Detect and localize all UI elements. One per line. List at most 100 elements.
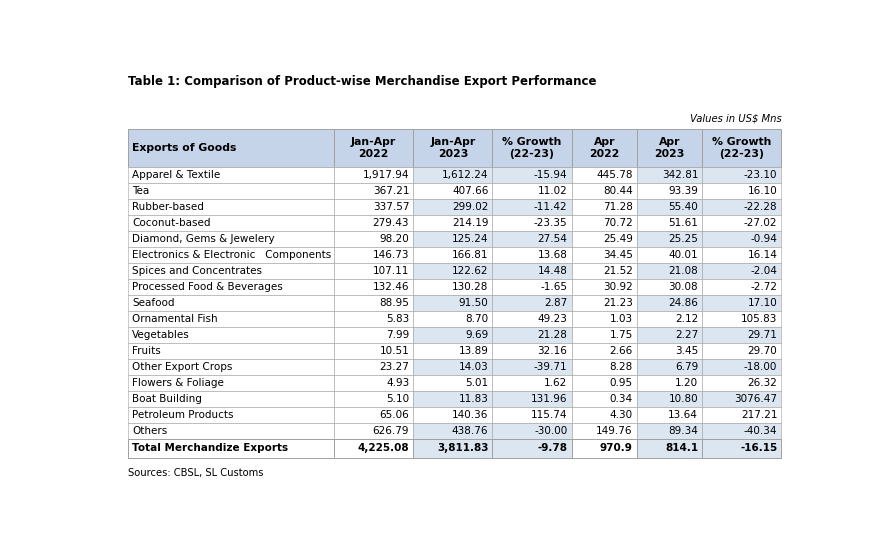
Text: 4.30: 4.30 — [610, 410, 633, 420]
Text: 4.93: 4.93 — [386, 377, 409, 388]
FancyBboxPatch shape — [127, 167, 335, 183]
FancyBboxPatch shape — [637, 279, 703, 295]
Text: 10.51: 10.51 — [380, 346, 409, 356]
FancyBboxPatch shape — [572, 438, 637, 458]
FancyBboxPatch shape — [703, 359, 781, 375]
FancyBboxPatch shape — [127, 359, 335, 375]
Text: 407.66: 407.66 — [452, 186, 489, 195]
Text: Boat Building: Boat Building — [132, 394, 202, 403]
FancyBboxPatch shape — [413, 295, 492, 310]
Text: Apparel & Textile: Apparel & Textile — [132, 170, 220, 180]
FancyBboxPatch shape — [637, 215, 703, 231]
Text: 130.28: 130.28 — [452, 282, 489, 292]
Text: 299.02: 299.02 — [452, 201, 489, 212]
Text: Jan-Apr
2023: Jan-Apr 2023 — [430, 137, 475, 159]
FancyBboxPatch shape — [637, 438, 703, 458]
FancyBboxPatch shape — [127, 262, 335, 279]
FancyBboxPatch shape — [335, 129, 413, 167]
Text: Jan-Apr
2022: Jan-Apr 2022 — [351, 137, 396, 159]
Text: Table 1: Comparison of Product-wise Merchandise Export Performance: Table 1: Comparison of Product-wise Merc… — [127, 75, 596, 88]
Text: 3076.47: 3076.47 — [735, 394, 777, 403]
FancyBboxPatch shape — [572, 247, 637, 262]
FancyBboxPatch shape — [413, 167, 492, 183]
FancyBboxPatch shape — [413, 342, 492, 359]
FancyBboxPatch shape — [335, 167, 413, 183]
Text: 342.81: 342.81 — [662, 170, 698, 180]
FancyBboxPatch shape — [413, 407, 492, 423]
FancyBboxPatch shape — [492, 199, 572, 215]
Text: 5.10: 5.10 — [386, 394, 409, 403]
FancyBboxPatch shape — [492, 295, 572, 310]
FancyBboxPatch shape — [703, 183, 781, 199]
Text: 11.83: 11.83 — [458, 394, 489, 403]
Text: 24.86: 24.86 — [668, 298, 698, 308]
Text: 21.28: 21.28 — [537, 329, 567, 340]
Text: 146.73: 146.73 — [373, 249, 409, 260]
FancyBboxPatch shape — [572, 262, 637, 279]
Text: 30.92: 30.92 — [603, 282, 633, 292]
Text: -16.15: -16.15 — [740, 443, 777, 453]
Text: 14.48: 14.48 — [537, 266, 567, 275]
FancyBboxPatch shape — [572, 279, 637, 295]
FancyBboxPatch shape — [703, 295, 781, 310]
FancyBboxPatch shape — [637, 375, 703, 390]
FancyBboxPatch shape — [572, 375, 637, 390]
FancyBboxPatch shape — [572, 359, 637, 375]
Text: 115.74: 115.74 — [531, 410, 567, 420]
Text: Seafood: Seafood — [132, 298, 174, 308]
FancyBboxPatch shape — [572, 183, 637, 199]
Text: 70.72: 70.72 — [603, 218, 633, 228]
FancyBboxPatch shape — [335, 183, 413, 199]
FancyBboxPatch shape — [572, 167, 637, 183]
FancyBboxPatch shape — [335, 423, 413, 438]
Text: 34.45: 34.45 — [603, 249, 633, 260]
FancyBboxPatch shape — [637, 183, 703, 199]
Text: 9.69: 9.69 — [466, 329, 489, 340]
FancyBboxPatch shape — [335, 310, 413, 327]
Text: 40.01: 40.01 — [668, 249, 698, 260]
FancyBboxPatch shape — [703, 231, 781, 247]
Text: Other Export Crops: Other Export Crops — [132, 362, 232, 372]
Text: 21.08: 21.08 — [668, 266, 698, 275]
Text: Coconut-based: Coconut-based — [132, 218, 211, 228]
Text: % Growth
(22-23): % Growth (22-23) — [712, 137, 772, 159]
FancyBboxPatch shape — [572, 342, 637, 359]
FancyBboxPatch shape — [637, 390, 703, 407]
FancyBboxPatch shape — [572, 199, 637, 215]
FancyBboxPatch shape — [572, 390, 637, 407]
Text: 105.83: 105.83 — [741, 314, 777, 323]
FancyBboxPatch shape — [572, 295, 637, 310]
FancyBboxPatch shape — [492, 247, 572, 262]
Text: Ornamental Fish: Ornamental Fish — [132, 314, 218, 323]
Text: -30.00: -30.00 — [535, 426, 567, 436]
Text: 626.79: 626.79 — [373, 426, 409, 436]
FancyBboxPatch shape — [703, 247, 781, 262]
Text: 2.66: 2.66 — [610, 346, 633, 356]
FancyBboxPatch shape — [492, 215, 572, 231]
Text: Exports of Goods: Exports of Goods — [132, 143, 236, 153]
FancyBboxPatch shape — [572, 215, 637, 231]
FancyBboxPatch shape — [413, 390, 492, 407]
Text: 51.61: 51.61 — [668, 218, 698, 228]
FancyBboxPatch shape — [413, 423, 492, 438]
Text: 4,225.08: 4,225.08 — [358, 443, 409, 453]
FancyBboxPatch shape — [637, 199, 703, 215]
FancyBboxPatch shape — [637, 359, 703, 375]
Text: 3,811.83: 3,811.83 — [437, 443, 489, 453]
FancyBboxPatch shape — [335, 295, 413, 310]
Text: Diamond, Gems & Jewelery: Diamond, Gems & Jewelery — [132, 234, 274, 244]
Text: -39.71: -39.71 — [534, 362, 567, 372]
Text: 13.89: 13.89 — [458, 346, 489, 356]
FancyBboxPatch shape — [637, 310, 703, 327]
Text: 5.01: 5.01 — [466, 377, 489, 388]
FancyBboxPatch shape — [492, 262, 572, 279]
Text: 3.45: 3.45 — [675, 346, 698, 356]
Text: 214.19: 214.19 — [452, 218, 489, 228]
Text: 89.34: 89.34 — [668, 426, 698, 436]
Text: 11.02: 11.02 — [538, 186, 567, 195]
FancyBboxPatch shape — [335, 199, 413, 215]
Text: -40.34: -40.34 — [743, 426, 777, 436]
FancyBboxPatch shape — [637, 167, 703, 183]
Text: 16.10: 16.10 — [748, 186, 777, 195]
FancyBboxPatch shape — [127, 231, 335, 247]
